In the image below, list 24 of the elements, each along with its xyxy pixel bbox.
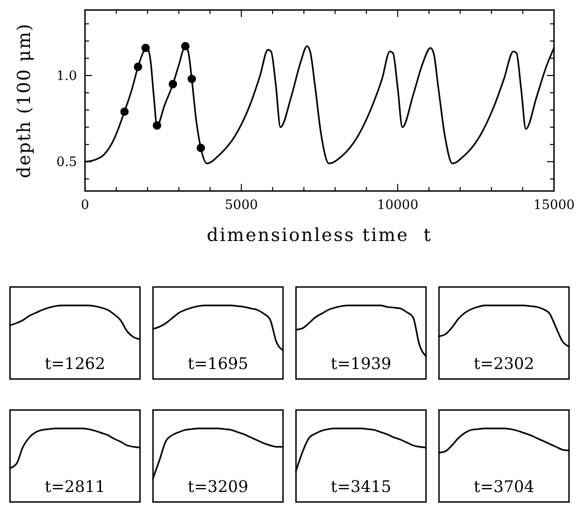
y-tick-label: 0.5 (56, 155, 77, 170)
point (152, 121, 162, 130)
point (120, 108, 129, 116)
text: t=2811 (44, 477, 106, 496)
x-tick-label: 5000 (224, 198, 258, 213)
text: t=1939 (330, 354, 392, 373)
point (134, 62, 142, 72)
text: t=3704 (474, 477, 534, 496)
text: t=1262 (44, 354, 106, 373)
point (188, 74, 196, 84)
text: t=3415 (330, 477, 392, 496)
point (181, 42, 190, 50)
x-tick-label: 10000 (376, 198, 418, 213)
text: t=3209 (188, 477, 248, 496)
x-tick-label: 0 (80, 198, 90, 213)
y-tick-label: 1.0 (56, 69, 77, 84)
text: t=1695 (188, 354, 248, 373)
y-axis-title: depth (100 μm) (14, 22, 35, 178)
point (168, 80, 178, 88)
x-tick-label: 15000 (533, 198, 575, 213)
point (196, 144, 206, 152)
text: t=2302 (474, 354, 534, 373)
point (141, 44, 150, 52)
x-axis-title: dimensionless time t (206, 225, 432, 246)
